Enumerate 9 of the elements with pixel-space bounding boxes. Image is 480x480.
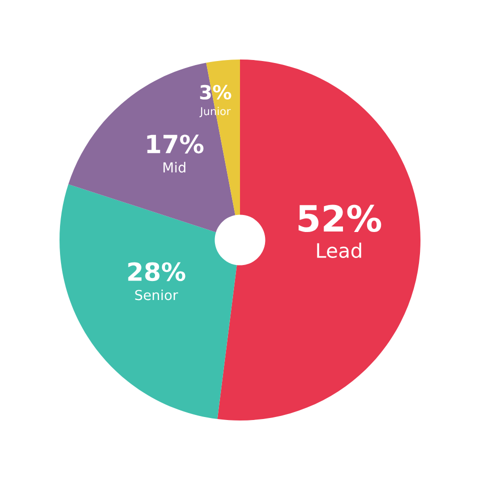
slice-label: Senior <box>135 290 178 300</box>
slice-label: Mid <box>164 162 186 173</box>
donut-slice <box>68 62 236 232</box>
data-label: 52% <box>298 204 382 232</box>
slice-label: Lead <box>317 242 362 258</box>
donut-slice <box>60 184 237 420</box>
data-label: 28% <box>128 262 186 282</box>
data-label: 17% <box>147 134 204 154</box>
data-label: 3% <box>200 84 232 100</box>
